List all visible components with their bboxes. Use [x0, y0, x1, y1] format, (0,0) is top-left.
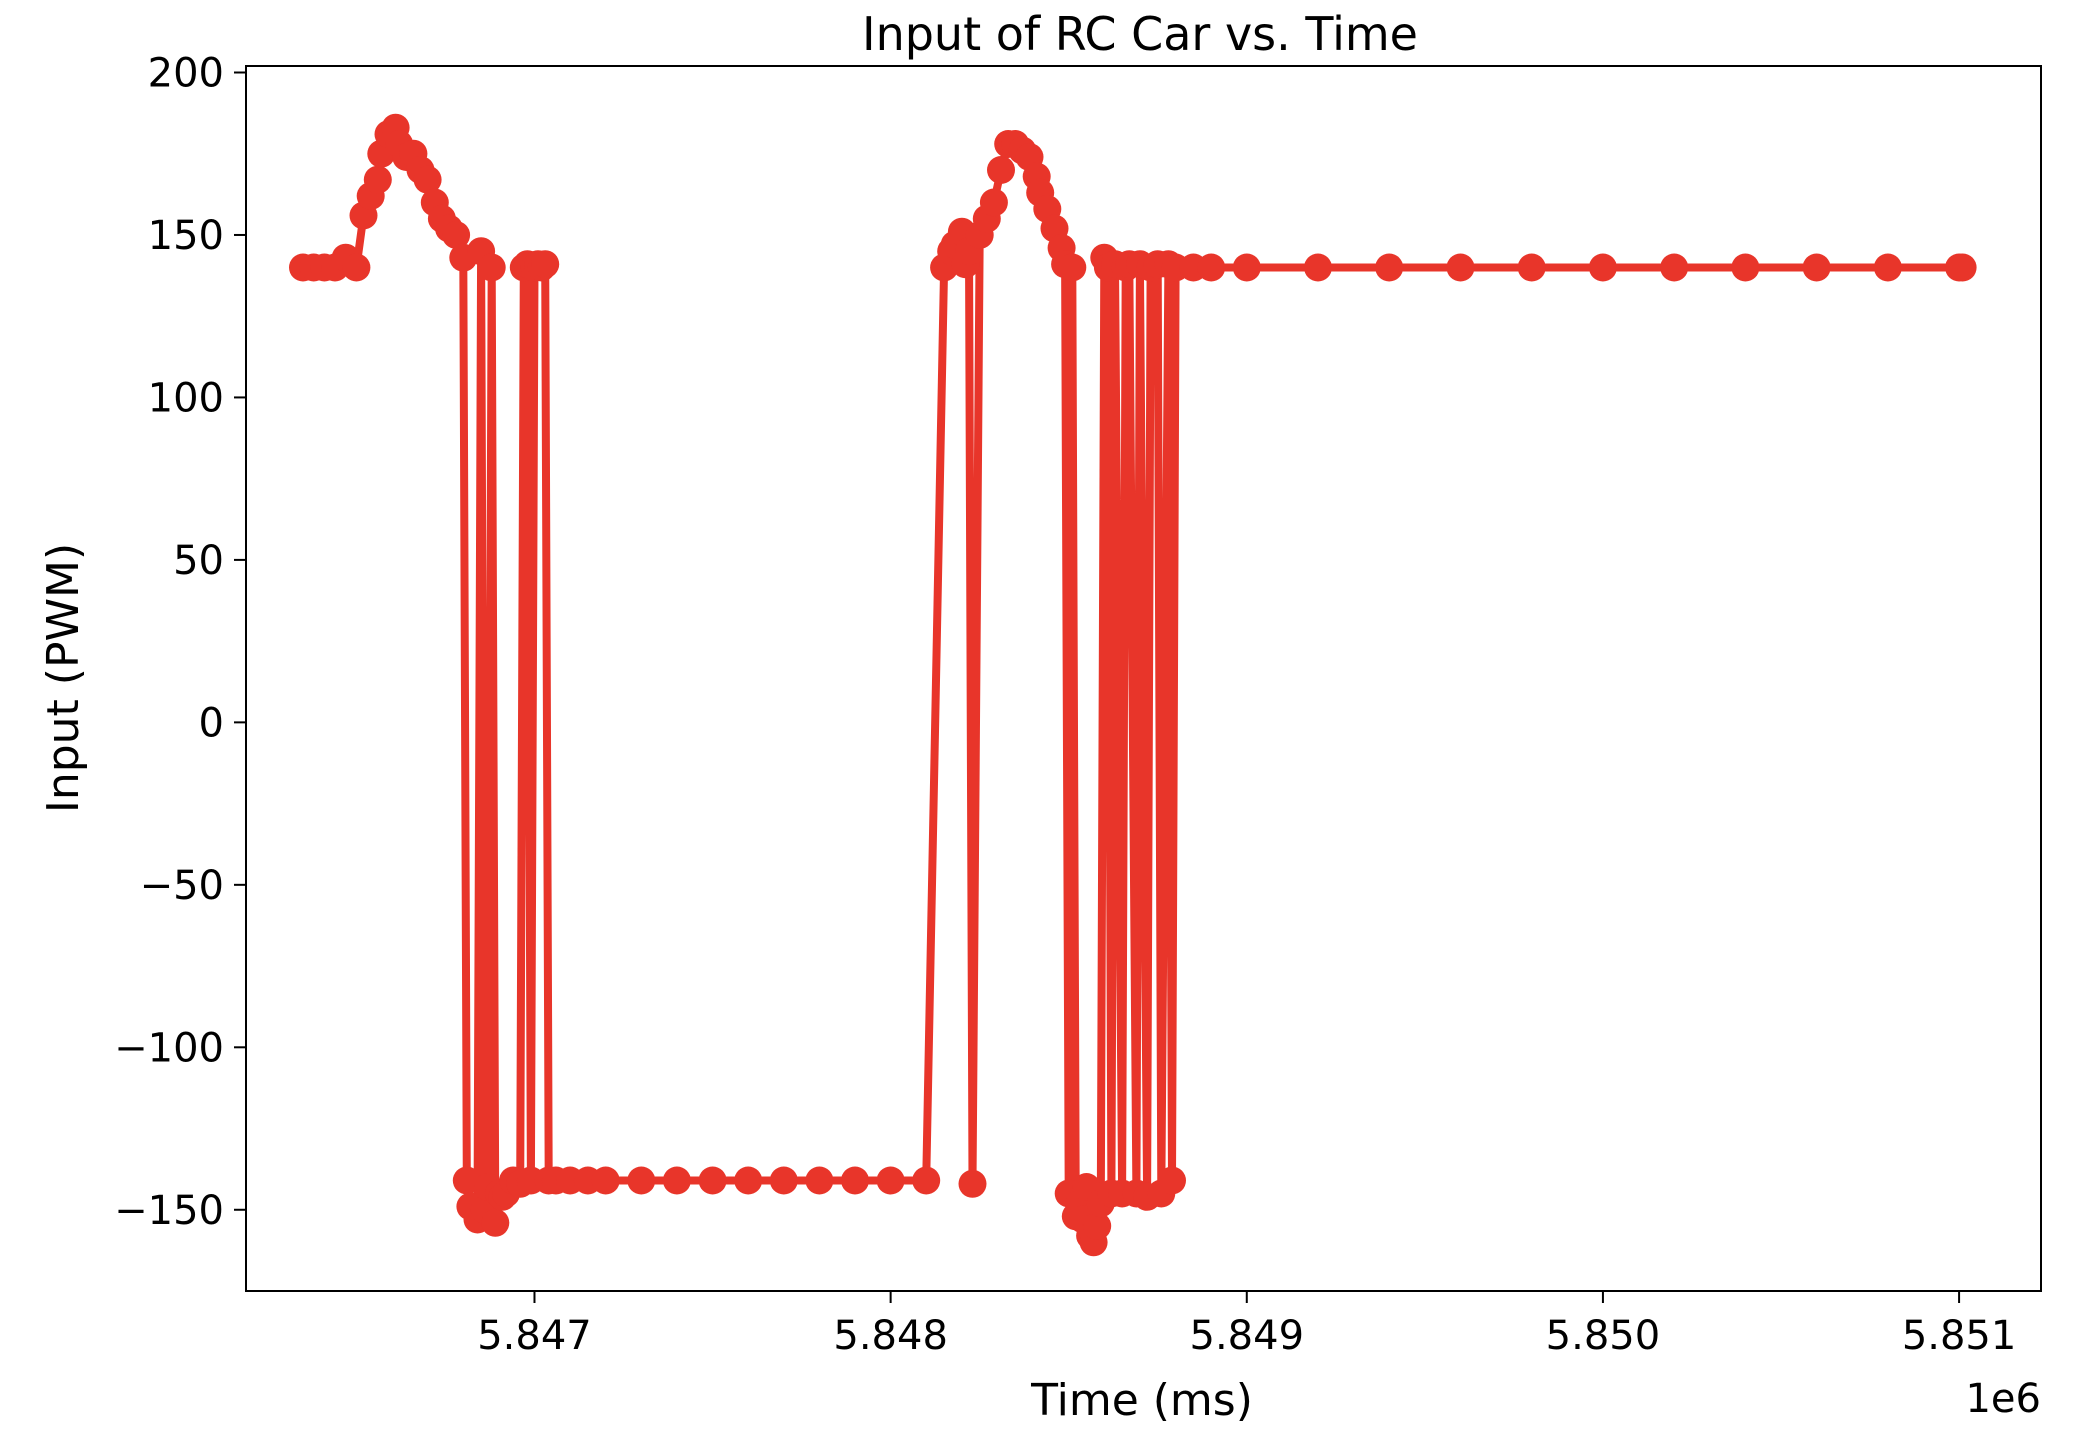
data-point: [1873, 253, 1902, 282]
data-point: [363, 165, 392, 194]
data-point: [1375, 253, 1404, 282]
data-point: [1660, 253, 1689, 282]
plot-frame: [245, 65, 2042, 1292]
x-tick-label: 5.848: [833, 1313, 948, 1359]
data-point: [531, 250, 560, 279]
data-point: [1304, 253, 1332, 282]
x-axis: 5.847 5.848 5.849 5.850 5.851: [477, 1291, 2016, 1359]
data-point: [987, 156, 1015, 184]
data-point: [442, 221, 471, 249]
data-point: [591, 1166, 620, 1195]
data-point: [1731, 253, 1760, 282]
chart-title: Input of RC Car vs. Time: [862, 7, 1418, 61]
data-point: [698, 1166, 727, 1195]
data-point: [1446, 253, 1475, 282]
data-point: [1517, 253, 1546, 282]
data-point: [805, 1166, 834, 1195]
data-point: [912, 1166, 941, 1195]
data-point: [452, 1166, 481, 1195]
x-tick-label: 5.847: [477, 1313, 592, 1359]
data-point: [1588, 253, 1617, 282]
data-point: [734, 1166, 763, 1195]
x-offset-label: 1e6: [1965, 1376, 2041, 1422]
data-point: [876, 1166, 905, 1195]
data-point: [477, 253, 506, 282]
series-layer: [289, 113, 1977, 1257]
data-point: [481, 1208, 510, 1237]
data-point: [979, 188, 1008, 217]
data-point: [841, 1166, 869, 1195]
y-tick-label: 0: [199, 700, 224, 746]
y-axis-label: Input (PWM): [38, 543, 89, 813]
data-point: [769, 1166, 798, 1195]
x-tick-label: 5.849: [1190, 1313, 1305, 1359]
data-point: [1058, 253, 1087, 282]
data-point: [1802, 253, 1831, 282]
data-point: [627, 1166, 656, 1195]
data-point: [958, 1169, 987, 1198]
y-tick-label: 100: [148, 375, 224, 421]
y-tick-label: −100: [114, 1025, 224, 1071]
y-tick-label: 200: [148, 50, 224, 96]
data-point: [1083, 1212, 1112, 1240]
y-tick-label: −50: [140, 863, 224, 909]
data-point: [1232, 253, 1261, 282]
data-point: [342, 253, 371, 282]
x-axis-label: Time (ms): [1030, 1375, 1253, 1426]
data-point: [1158, 1166, 1186, 1195]
data-point: [1197, 253, 1226, 282]
y-axis: 200 150 100 50 0 −50 −100 −150: [114, 50, 246, 1234]
data-point: [413, 165, 442, 194]
x-tick-label: 5.851: [1902, 1313, 2017, 1359]
y-tick-label: −150: [114, 1188, 224, 1234]
y-tick-label: 150: [148, 213, 224, 259]
x-tick-label: 5.850: [1546, 1313, 1661, 1359]
data-point: [1948, 253, 1977, 282]
data-point: [662, 1166, 691, 1195]
y-tick-label: 50: [173, 538, 224, 584]
